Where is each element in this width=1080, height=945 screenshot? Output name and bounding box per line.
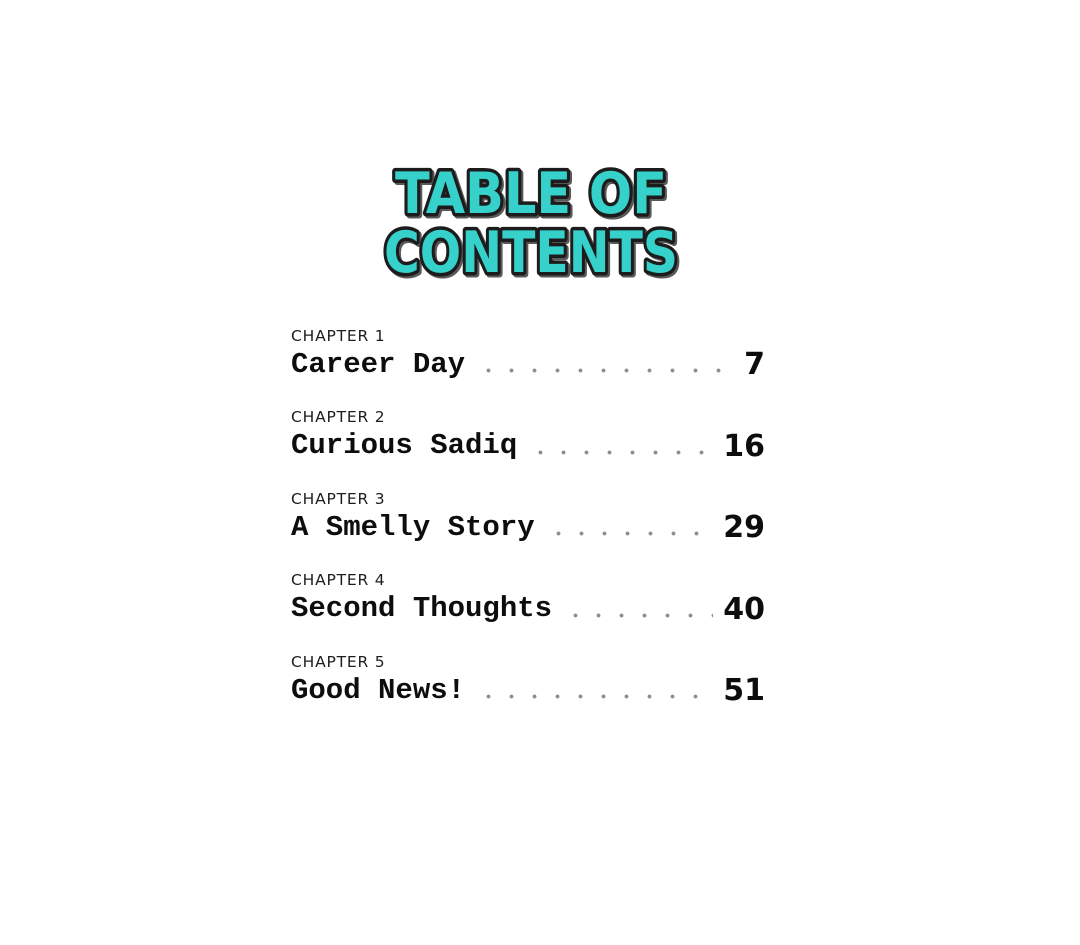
chapter-label: CHAPTER 3 bbox=[291, 489, 386, 508]
page-title: TABLE OF CONTENTS bbox=[276, 156, 786, 287]
toc-entry-row: A Smelly Story 29 bbox=[291, 510, 765, 546]
toc-entry: CHAPTER 5 Good News! 51 bbox=[291, 653, 765, 706]
page-number: 16 bbox=[723, 428, 765, 464]
dot-leader bbox=[546, 531, 714, 537]
page-number: 29 bbox=[723, 510, 765, 546]
toc-entry-row: Curious Sadiq 16 bbox=[291, 430, 765, 462]
chapter-title: Career Day bbox=[291, 347, 466, 381]
dot-leader bbox=[529, 449, 714, 455]
chapter-label: CHAPTER 1 bbox=[291, 327, 386, 345]
toc-entry: CHAPTER 1 Career Day 7 bbox=[291, 327, 765, 380]
toc-entry-row: Good News! 51 bbox=[291, 673, 765, 709]
title-line-1: TABLE OF bbox=[395, 161, 667, 227]
table-of-contents-title-graphic: TABLE OF CONTENTS bbox=[381, 158, 682, 287]
toc-entry: CHAPTER 2 Curious Sadiq 16 bbox=[291, 408, 765, 461]
dot-leader bbox=[477, 694, 714, 700]
chapter-title: Good News! bbox=[291, 673, 466, 707]
toc-list: CHAPTER 1 Career Day 7 CHAPTER 2 Curious… bbox=[291, 327, 765, 734]
page-number: 40 bbox=[723, 591, 765, 627]
title-line-2: CONTENTS bbox=[384, 220, 678, 286]
toc-entry-row: Second Thoughts 40 bbox=[291, 593, 765, 625]
toc-entry-row: Career Day 7 bbox=[291, 347, 765, 383]
toc-entry: CHAPTER 4 Second Thoughts 40 bbox=[291, 571, 765, 624]
chapter-label: CHAPTER 4 bbox=[291, 571, 386, 590]
dot-leader bbox=[477, 368, 735, 374]
chapter-label: CHAPTER 2 bbox=[291, 408, 386, 427]
dot-leader bbox=[564, 612, 714, 618]
page-number: 7 bbox=[744, 347, 765, 383]
chapter-title: Curious Sadiq bbox=[291, 429, 518, 463]
toc-entry: CHAPTER 3 A Smelly Story 29 bbox=[291, 490, 765, 543]
chapter-title: Second Thoughts bbox=[291, 592, 553, 626]
chapter-label: CHAPTER 5 bbox=[291, 652, 386, 671]
chapter-title: A Smelly Story bbox=[291, 510, 535, 544]
page-number: 51 bbox=[723, 673, 765, 709]
